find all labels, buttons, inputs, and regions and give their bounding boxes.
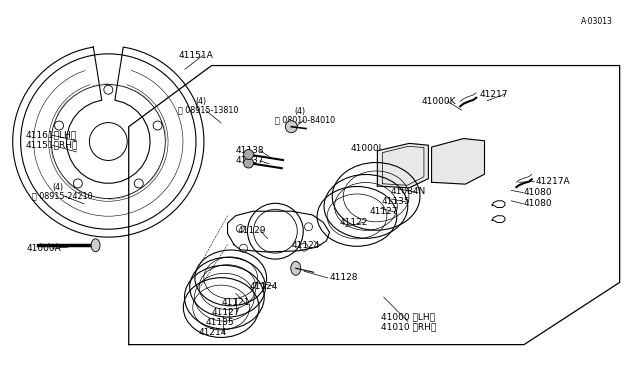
Text: 41217: 41217 bbox=[479, 90, 508, 99]
Text: 41080: 41080 bbox=[524, 199, 553, 208]
Ellipse shape bbox=[244, 158, 253, 168]
Polygon shape bbox=[431, 138, 484, 184]
Text: 41124: 41124 bbox=[250, 282, 278, 291]
Text: 41122: 41122 bbox=[339, 218, 367, 227]
Text: 41127: 41127 bbox=[212, 308, 240, 317]
Text: Ⓣ 08915-13810: Ⓣ 08915-13810 bbox=[179, 106, 239, 115]
Text: 41161（LH）: 41161（LH） bbox=[26, 131, 77, 140]
Text: (4): (4) bbox=[52, 183, 63, 192]
Text: 41000 （LH）: 41000 （LH） bbox=[381, 312, 435, 321]
Text: 41135: 41135 bbox=[205, 318, 234, 327]
Text: 41000K: 41000K bbox=[422, 97, 456, 106]
Text: 41217A: 41217A bbox=[536, 177, 570, 186]
Ellipse shape bbox=[91, 239, 100, 252]
Text: 41127: 41127 bbox=[370, 208, 398, 217]
Text: 41129: 41129 bbox=[237, 226, 266, 235]
Text: 41084N: 41084N bbox=[390, 187, 426, 196]
Text: 41080: 41080 bbox=[524, 188, 553, 197]
Text: Ⓣ 08915-24210: Ⓣ 08915-24210 bbox=[32, 192, 92, 201]
Text: (4): (4) bbox=[294, 107, 306, 116]
Text: 41010 （RH）: 41010 （RH） bbox=[381, 322, 436, 331]
Text: 41128: 41128 bbox=[330, 273, 358, 282]
Text: 41135: 41135 bbox=[381, 198, 410, 206]
Text: 41000L: 41000L bbox=[351, 144, 384, 153]
Polygon shape bbox=[378, 143, 428, 188]
Text: 41138: 41138 bbox=[236, 146, 264, 155]
Text: 41137: 41137 bbox=[236, 156, 264, 165]
Ellipse shape bbox=[244, 150, 253, 160]
Ellipse shape bbox=[291, 261, 301, 275]
Text: 41214: 41214 bbox=[199, 328, 227, 337]
Text: 41151A: 41151A bbox=[179, 51, 213, 60]
Text: 41124: 41124 bbox=[291, 241, 320, 250]
Text: 41151（RH）: 41151（RH） bbox=[26, 141, 78, 150]
Text: (4): (4) bbox=[196, 97, 207, 106]
Text: Ⓑ 08010-84010: Ⓑ 08010-84010 bbox=[275, 116, 335, 125]
Ellipse shape bbox=[285, 121, 298, 133]
Text: 41000A: 41000A bbox=[27, 244, 61, 253]
Text: 41121: 41121 bbox=[221, 298, 250, 307]
Text: A·03013: A·03013 bbox=[581, 17, 613, 26]
